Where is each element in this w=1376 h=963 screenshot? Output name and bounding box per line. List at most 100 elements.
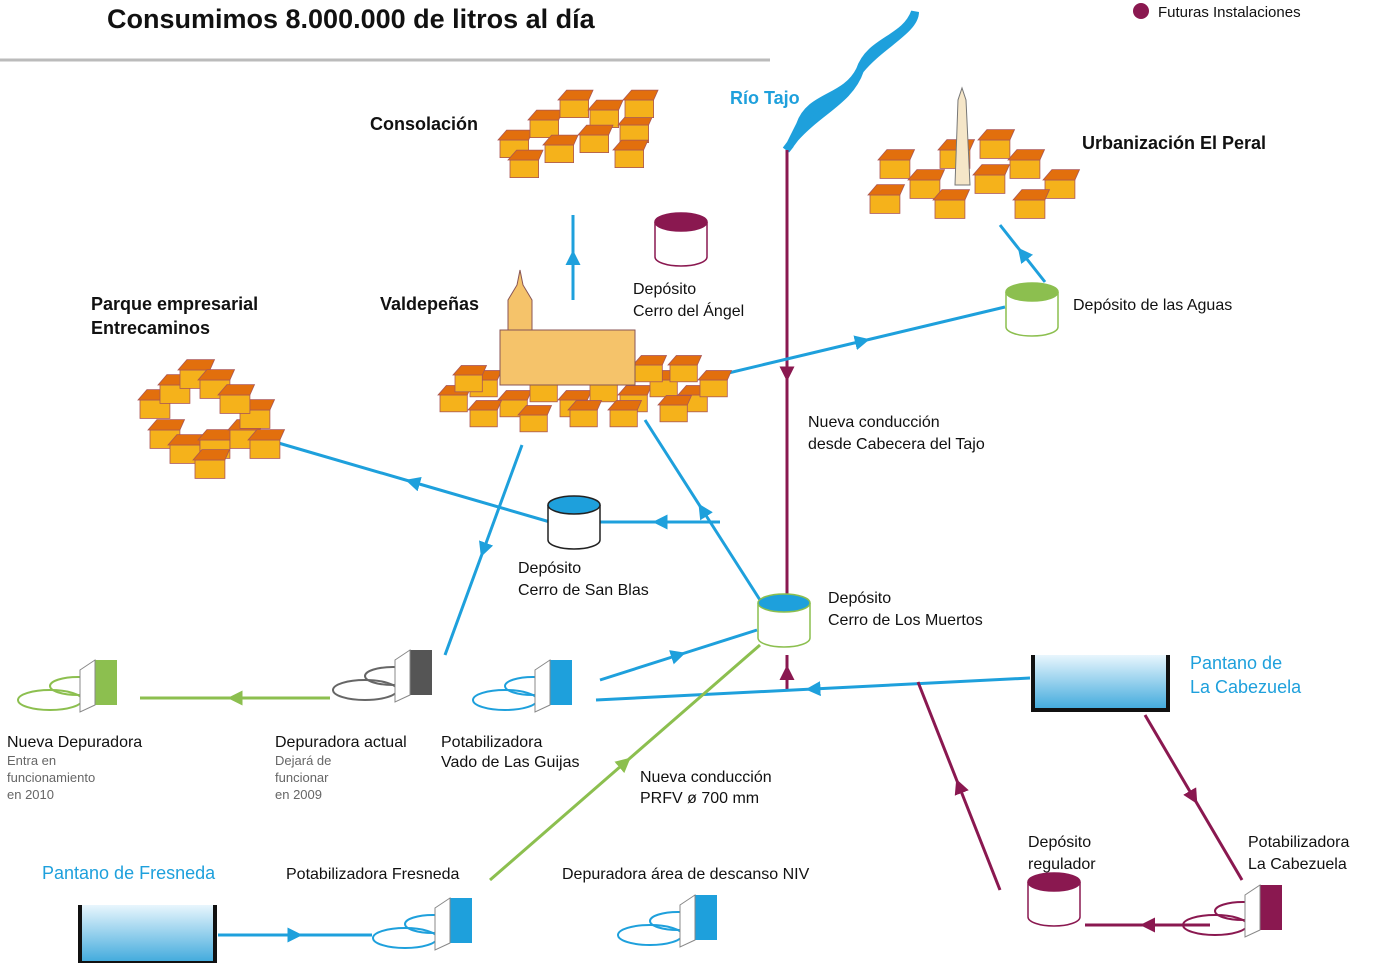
label: Cerro de Los Muertos: [828, 612, 983, 629]
roof: [1012, 189, 1051, 201]
label: Parque empresarial: [91, 294, 258, 314]
house: [519, 414, 548, 433]
house: [439, 394, 468, 413]
label: Potabilizadora Fresneda: [286, 866, 460, 883]
roof: [657, 395, 693, 406]
house: [544, 144, 575, 164]
roof: [932, 189, 971, 201]
house: [609, 409, 638, 428]
plant-block: [410, 650, 432, 695]
decoration: [17, 10, 1282, 963]
label: Valdepeñas: [380, 294, 479, 314]
roof: [577, 124, 614, 136]
roof: [507, 149, 544, 161]
label: Pantano de: [1190, 653, 1282, 673]
roof: [617, 385, 653, 396]
roof: [907, 169, 946, 181]
pipe: [719, 305, 1006, 377]
roof: [567, 400, 603, 411]
label: Depósito: [518, 560, 581, 577]
roof: [877, 149, 916, 161]
deposit: [1027, 882, 1081, 927]
label: Río Tajo: [730, 88, 800, 108]
house: [634, 364, 663, 383]
reservoir-wall: [78, 905, 217, 963]
title: Consumimos 8.000.000 de litros al día: [107, 4, 596, 34]
label: PRFV ø 700 mm: [640, 790, 759, 807]
house: [869, 194, 901, 214]
label: Depósito: [828, 590, 891, 607]
note: en 2010: [7, 787, 54, 802]
house: [659, 404, 688, 423]
plant-side: [534, 659, 551, 713]
label: Consolación: [370, 114, 478, 134]
house: [569, 409, 598, 428]
deposit: [1005, 292, 1059, 337]
house: [649, 379, 678, 398]
deposit: [547, 505, 601, 550]
house: [1009, 159, 1041, 179]
house: [614, 149, 645, 169]
label: Potabilizadora: [441, 734, 543, 751]
label: Nueva conducción: [640, 769, 772, 786]
house: [879, 159, 911, 179]
house: [249, 439, 281, 459]
pipe: [1143, 714, 1244, 881]
roof: [587, 99, 624, 111]
tower: [507, 269, 533, 331]
plant-side: [394, 649, 411, 703]
pipe: [595, 676, 1031, 702]
note: Entra en: [7, 753, 56, 768]
house: [979, 139, 1011, 159]
roof: [527, 109, 564, 121]
house: [219, 394, 251, 414]
roof: [607, 400, 643, 411]
label: Cerro de San Blas: [518, 582, 649, 599]
church: [499, 329, 636, 386]
monument: [954, 86, 971, 186]
roof: [557, 390, 593, 401]
label: Vado de Las Guijas: [441, 754, 579, 771]
house: [1044, 179, 1076, 199]
river: [782, 10, 919, 153]
house: [579, 134, 610, 154]
house: [974, 174, 1006, 194]
label: Entrecaminos: [91, 318, 210, 338]
roof: [197, 429, 236, 441]
roof: [192, 449, 231, 461]
roof: [667, 355, 703, 366]
label: Nueva conducción: [808, 414, 940, 431]
roof: [497, 390, 533, 401]
deposit-top: [1027, 872, 1081, 892]
plant-block: [695, 895, 717, 940]
deposit-top: [654, 212, 708, 232]
house: [669, 364, 698, 383]
roof: [1007, 149, 1046, 161]
reservoir: [80, 905, 215, 963]
deposit: [757, 603, 811, 648]
roof: [177, 359, 216, 371]
label: La Cabezuela: [1248, 856, 1347, 873]
pipe: [916, 681, 1002, 891]
house: [934, 199, 966, 219]
legend-dot: [1133, 3, 1149, 19]
label: Depuradora actual: [275, 734, 407, 751]
house: [509, 159, 540, 179]
reservoir: [1033, 655, 1168, 710]
pipe: [274, 440, 551, 524]
roof: [622, 89, 659, 101]
label: Potabilizadora: [1248, 834, 1350, 851]
label: Depuradora área de descanso NIV: [562, 866, 810, 883]
deposit-top: [547, 495, 601, 515]
label: Pantano de Fresneda: [42, 863, 216, 883]
label: Depósito: [1028, 834, 1091, 851]
label: desde Cabecera del Tajo: [808, 436, 985, 453]
plant-side: [79, 659, 96, 713]
deposit-top: [757, 593, 811, 613]
roof: [467, 400, 503, 411]
pipe: [643, 419, 762, 601]
label: Nueva Depuradora: [7, 734, 142, 751]
house: [454, 374, 483, 393]
house: [1014, 199, 1046, 219]
